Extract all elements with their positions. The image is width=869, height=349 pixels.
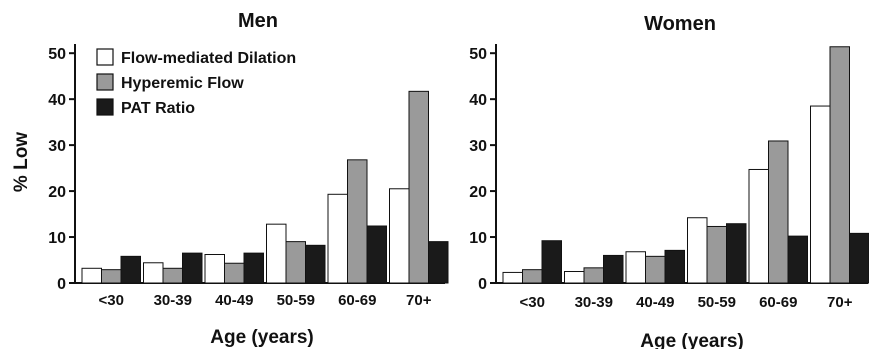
bar-pat-ratio-3 [305, 244, 326, 284]
x-tick-label: 60-69 [759, 294, 797, 311]
y-tick-label: 0 [478, 276, 487, 293]
x-axis-label: Age (years) [640, 331, 744, 349]
bar-flow-mediated-dilation-4 [327, 193, 348, 284]
chart-panel-women: Women 0 10 20 30 40 50 <30 30-39 40-49 50-59 60-69 7… [469, 13, 869, 349]
legend-swatch [96, 98, 114, 116]
legend-entry: PAT Ratio [121, 100, 195, 117]
x-axis-label: Age (years) [210, 327, 314, 348]
y-tick-label: 0 [57, 276, 66, 293]
y-tick-label: 20 [469, 184, 487, 201]
bar-flow-mediated-dilation-5 [389, 188, 410, 284]
bar-pat-ratio-5 [428, 241, 449, 284]
bar-flow-mediated-dilation-2 [625, 251, 646, 284]
x-tick-label: 50-59 [277, 292, 315, 309]
y-tick-label: 50 [48, 46, 66, 63]
legend: Flow-mediated Dilation Hyperemic Flow PAT … [96, 48, 296, 117]
bar-pat-ratio-0 [541, 240, 562, 284]
bar-pat-ratio-1 [182, 252, 203, 284]
y-tick-label: 40 [48, 92, 66, 109]
bar-hyperemic-flow-0 [522, 269, 543, 284]
bar-pat-ratio-3 [726, 223, 747, 284]
x-tick-label: 30-39 [154, 292, 192, 309]
bar-hyperemic-flow-4 [347, 159, 368, 284]
chart-panel-men: Men 0 10 20 30 40 50 <30 30-39 40-49 50-59 60-69 70+… [48, 10, 449, 348]
bar-hyperemic-flow-3 [706, 225, 727, 284]
y-tick-label: 10 [469, 230, 487, 247]
bar-pat-ratio-0 [120, 255, 141, 284]
bar-pat-ratio-2 [243, 252, 264, 284]
y-tick-label: 30 [469, 138, 487, 155]
x-tick-label: 40-49 [215, 292, 253, 309]
bar-hyperemic-flow-1 [583, 267, 604, 284]
bar-flow-mediated-dilation-1 [143, 262, 164, 284]
bar-flow-mediated-dilation-1 [564, 271, 585, 284]
bar-flow-mediated-dilation-4 [748, 168, 769, 284]
bar-pat-ratio-4 [366, 225, 387, 284]
bar-hyperemic-flow-2 [224, 262, 245, 284]
bar-hyperemic-flow-2 [645, 255, 666, 284]
bar-hyperemic-flow-0 [101, 269, 122, 284]
y-tick-label: 40 [469, 92, 487, 109]
y-tick-label: 50 [469, 46, 487, 63]
bar-hyperemic-flow-5 [829, 46, 850, 284]
bar-flow-mediated-dilation-3 [266, 223, 287, 284]
bar-hyperemic-flow-4 [768, 140, 789, 284]
bar-hyperemic-flow-5 [408, 90, 429, 284]
x-tick-label: 70+ [406, 292, 432, 309]
x-tick-label: 30-39 [575, 294, 613, 311]
bar-hyperemic-flow-3 [285, 241, 306, 284]
bar-flow-mediated-dilation-2 [204, 254, 225, 284]
x-tick-label: 40-49 [636, 294, 674, 311]
y-tick-label: 30 [48, 138, 66, 155]
y-axis-label: % Low [11, 132, 32, 192]
bar-pat-ratio-1 [603, 254, 624, 284]
bar-flow-mediated-dilation-0 [81, 267, 102, 284]
bar-flow-mediated-dilation-3 [687, 217, 708, 284]
x-tick-label: <30 [520, 294, 545, 311]
x-tick-label: 70+ [827, 294, 853, 311]
legend-entry: Hyperemic Flow [121, 75, 244, 92]
bar-flow-mediated-dilation-5 [810, 105, 831, 284]
bar-flow-mediated-dilation-0 [502, 271, 523, 284]
chart-title: Women [644, 13, 716, 35]
x-tick-label: <30 [99, 292, 124, 309]
y-tick-label: 20 [48, 184, 66, 201]
bar-pat-ratio-4 [787, 235, 808, 284]
chart-title: Men [238, 10, 278, 32]
bar-hyperemic-flow-1 [162, 267, 183, 284]
bar-pat-ratio-5 [849, 232, 869, 284]
bar-pat-ratio-2 [664, 249, 685, 284]
y-tick-label: 10 [48, 230, 66, 247]
x-tick-label: 50-59 [698, 294, 736, 311]
legend-entry: Flow-mediated Dilation [121, 50, 296, 67]
legend-swatch [96, 73, 114, 91]
legend-swatch [96, 48, 114, 66]
x-tick-label: 60-69 [338, 292, 376, 309]
